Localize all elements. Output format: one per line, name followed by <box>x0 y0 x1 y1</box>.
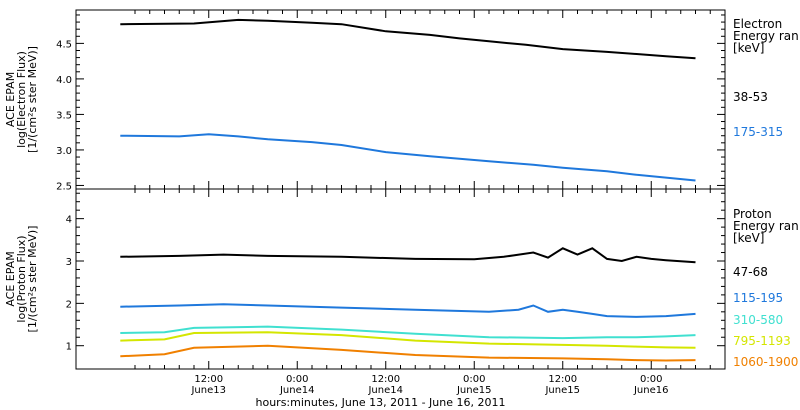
legend-title: [keV] <box>733 231 764 245</box>
series-line-1060-1900 <box>120 344 696 362</box>
legend-entry: 115-195 <box>733 291 783 305</box>
series-line-175-315 <box>120 133 696 182</box>
x-tick-time: 0:00 <box>463 374 485 385</box>
x-tick-time: 12:00 <box>194 374 223 385</box>
x-tick-date: June14 <box>279 385 315 396</box>
y-axis-label: log(Electron Flux) <box>15 51 28 148</box>
x-tick-time: 12:00 <box>371 374 400 385</box>
y-tick-label: 4 <box>66 215 72 226</box>
series-line-795-1193 <box>120 331 696 349</box>
x-tick-time: 0:00 <box>286 374 308 385</box>
y-tick-label: 4.0 <box>56 75 72 86</box>
x-tick-date: June15 <box>544 385 580 396</box>
x-tick-date: June15 <box>456 385 492 396</box>
y-axis-label: [1/(cm²s ster MeV)] <box>26 46 39 153</box>
x-tick-time: 12:00 <box>548 374 577 385</box>
legend-entry: 38-53 <box>733 90 768 104</box>
series-line-310-580 <box>120 325 696 340</box>
x-tick-date: June13 <box>190 385 226 396</box>
legend-title: Energy ran <box>733 219 799 233</box>
series-line-115-195 <box>120 303 696 318</box>
legend-entry: 795-1193 <box>733 334 791 348</box>
legend-entry: 1060-1900 <box>733 355 798 369</box>
legend-title: Electron <box>733 17 782 31</box>
y-tick-label: 3 <box>66 257 72 268</box>
y-tick-label: 2 <box>66 299 72 310</box>
legend-entry: 175-315 <box>733 125 783 139</box>
y-tick-label: 1 <box>66 342 72 353</box>
y-tick-label: 3.0 <box>56 146 72 157</box>
time-axis: 12:00June130:00June1412:00June140:00June… <box>134 10 711 409</box>
plot-frame <box>75 188 726 370</box>
x-tick-date: June14 <box>367 385 403 396</box>
y-axis-label: log(Proton Flux) <box>15 235 28 322</box>
legend-title: [keV] <box>733 41 764 55</box>
plot-frame <box>75 9 726 190</box>
y-tick-label: 2.5 <box>56 181 72 192</box>
series-line-47-68 <box>120 247 696 264</box>
legend-entry: 310-580 <box>733 313 783 327</box>
x-tick-time: 0:00 <box>640 374 662 385</box>
legend-title: Proton <box>733 207 772 221</box>
y-axis-label: ACE EPAM <box>4 72 17 127</box>
legend-entry: 47-68 <box>733 265 768 279</box>
y-axis-label: [1/(cm²s ster MeV)] <box>26 226 39 333</box>
legend-title: Energy ran <box>733 29 799 43</box>
y-axis-label: ACE EPAM <box>4 251 17 306</box>
y-tick-label: 4.5 <box>56 39 72 50</box>
y-tick-label: 3.5 <box>56 110 72 121</box>
x-axis-label: hours:minutes, June 13, 2011 - June 16, … <box>256 396 506 409</box>
x-tick-date: June16 <box>633 385 669 396</box>
series-line-38-53 <box>120 18 696 60</box>
